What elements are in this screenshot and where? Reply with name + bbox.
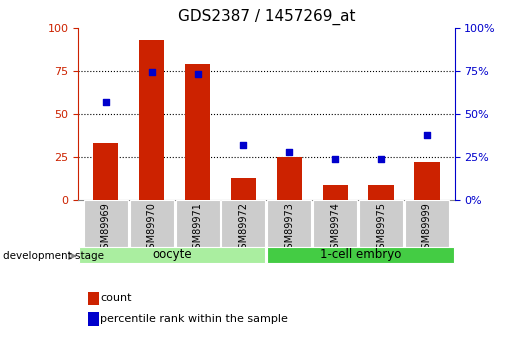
Text: GSM89971: GSM89971 <box>192 203 203 255</box>
Text: percentile rank within the sample: percentile rank within the sample <box>100 314 288 324</box>
Bar <box>323 185 348 200</box>
Bar <box>369 185 394 200</box>
Text: GSM89970: GSM89970 <box>146 203 157 255</box>
Point <box>102 99 110 105</box>
Point <box>239 142 247 148</box>
Text: GSM89969: GSM89969 <box>101 203 111 255</box>
Point <box>285 149 293 155</box>
Point <box>147 70 156 75</box>
Bar <box>415 162 439 200</box>
Title: GDS2387 / 1457269_at: GDS2387 / 1457269_at <box>178 9 355 25</box>
Bar <box>139 40 164 200</box>
Text: oocyte: oocyte <box>153 248 192 262</box>
Bar <box>185 64 210 200</box>
Text: GSM89975: GSM89975 <box>376 203 386 255</box>
Text: GSM89999: GSM89999 <box>422 203 432 255</box>
FancyBboxPatch shape <box>176 200 220 247</box>
Point <box>331 156 339 161</box>
FancyBboxPatch shape <box>313 200 357 247</box>
Text: GSM89973: GSM89973 <box>284 203 294 255</box>
Text: count: count <box>100 294 131 303</box>
FancyBboxPatch shape <box>79 247 266 263</box>
Bar <box>277 157 302 200</box>
FancyBboxPatch shape <box>359 200 403 247</box>
FancyBboxPatch shape <box>267 200 312 247</box>
Point <box>377 156 385 161</box>
FancyBboxPatch shape <box>267 247 453 263</box>
Text: 1-cell embryo: 1-cell embryo <box>320 248 401 262</box>
Text: development stage: development stage <box>3 251 104 261</box>
FancyBboxPatch shape <box>84 200 128 247</box>
Point <box>193 71 201 77</box>
Point <box>423 132 431 137</box>
Bar <box>93 143 118 200</box>
Text: GSM89972: GSM89972 <box>238 203 248 255</box>
Text: GSM89974: GSM89974 <box>330 203 340 255</box>
FancyBboxPatch shape <box>405 200 449 247</box>
FancyBboxPatch shape <box>221 200 266 247</box>
Bar <box>231 178 256 200</box>
FancyBboxPatch shape <box>130 200 174 247</box>
FancyArrowPatch shape <box>69 253 75 259</box>
